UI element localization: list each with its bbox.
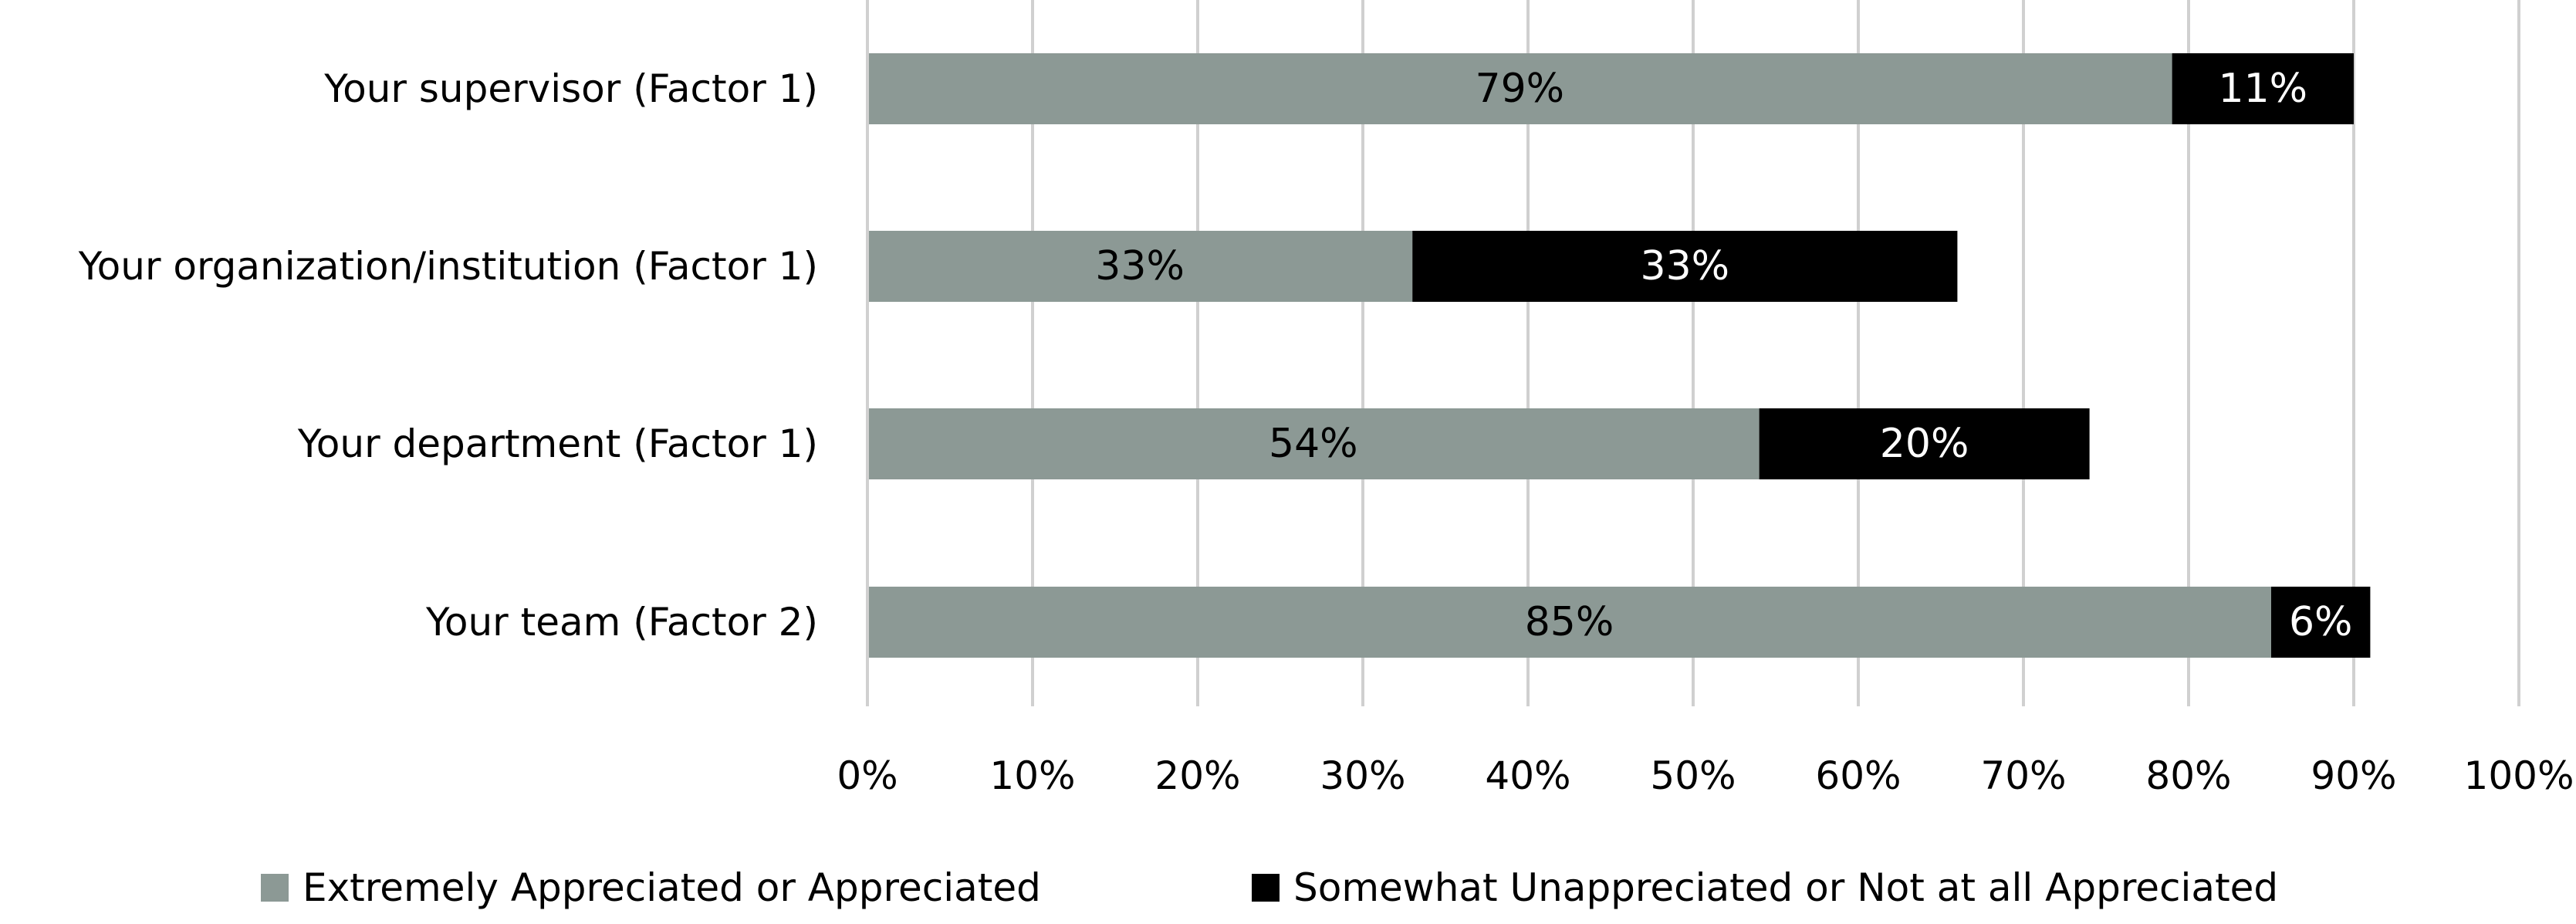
bars: 79% 11% 33% 33% 54% 20% 85% 6%	[867, 53, 2371, 658]
x-tick-label: 40%	[1485, 753, 1570, 798]
x-tick-label: 30%	[1320, 753, 1405, 798]
data-label: 33%	[1641, 243, 1730, 289]
legend-label: Extremely Appreciated or Appreciated	[303, 865, 1041, 910]
x-tick-label: 70%	[1980, 753, 2066, 798]
data-label: 6%	[2289, 599, 2353, 645]
bar-segment	[867, 53, 2172, 124]
x-tick-label: 20%	[1154, 753, 1240, 798]
legend-label: Somewhat Unappreciated or Not at all App…	[1293, 865, 2278, 910]
data-label: 79%	[1476, 66, 1565, 112]
category-label: Your organization/institution (Factor 1)	[78, 244, 818, 289]
legend: Extremely Appreciated or Appreciated Some…	[261, 865, 2278, 910]
bar-segment	[867, 231, 1413, 302]
data-label: 11%	[2219, 66, 2308, 112]
data-label: 20%	[1880, 421, 1969, 467]
x-tick-label: 60%	[1815, 753, 1901, 798]
axes: Your supervisor (Factor 1) Your organizat…	[78, 0, 2574, 798]
x-tick-label: 100%	[2464, 753, 2574, 798]
bar-segment	[867, 587, 2271, 658]
x-tick-label: 90%	[2311, 753, 2396, 798]
category-label: Your supervisor (Factor 1)	[323, 66, 818, 111]
data-label: 54%	[1269, 421, 1358, 467]
data-label: 33%	[1095, 243, 1185, 289]
bar-segment	[2172, 53, 2354, 124]
category-label: Your department (Factor 1)	[297, 421, 818, 466]
x-tick-label: 10%	[989, 753, 1075, 798]
legend-swatch	[1252, 874, 1280, 902]
bar-segment	[1759, 408, 2090, 479]
x-tick-label: 80%	[2145, 753, 2231, 798]
x-tick-label: 50%	[1650, 753, 1736, 798]
bar-segment	[1412, 231, 1958, 302]
bar-segment	[867, 408, 1760, 479]
x-tick-label: 0%	[837, 753, 898, 798]
category-label: Your team (Factor 2)	[425, 600, 818, 645]
legend-swatch	[261, 874, 289, 902]
data-label: 85%	[1525, 599, 1614, 645]
bar-segment	[2271, 587, 2371, 658]
